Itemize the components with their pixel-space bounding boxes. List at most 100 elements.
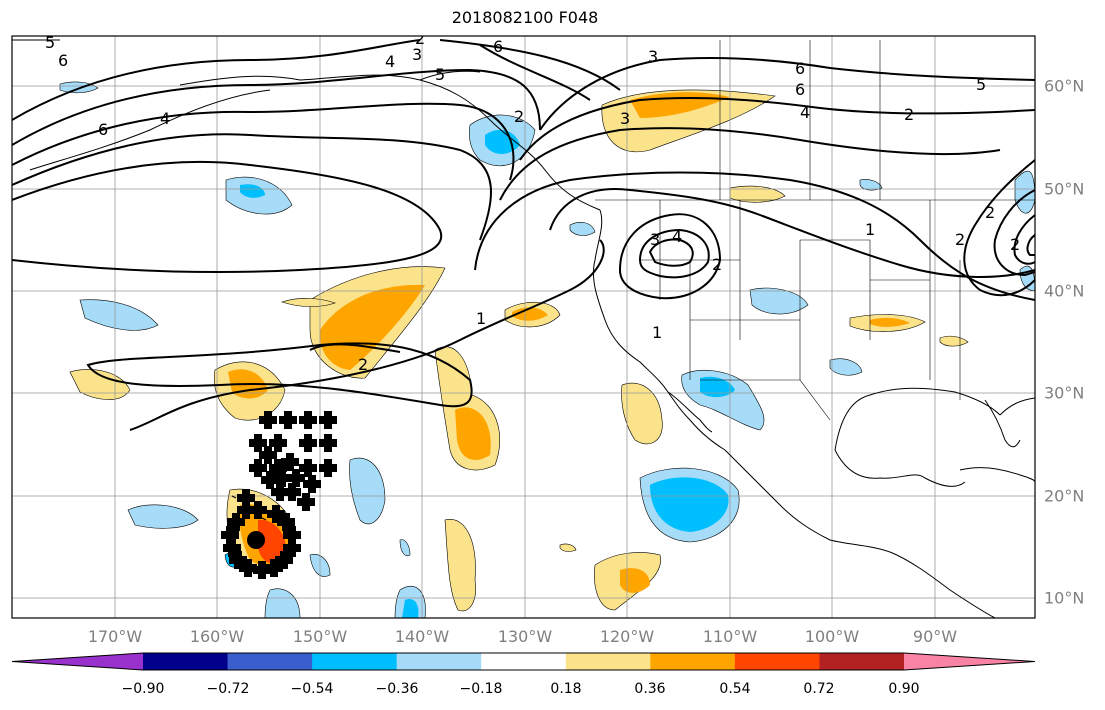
plus-marker	[275, 551, 293, 569]
colorbar-tick-label: −0.18	[459, 681, 503, 697]
contour-label: 6	[795, 80, 805, 99]
plus-marker	[319, 459, 337, 477]
figure-title: 2018082100 F048	[451, 8, 599, 27]
plus-marker	[277, 513, 295, 531]
lat-label: 10°N	[1044, 588, 1085, 608]
lon-label: 100°W	[804, 627, 860, 646]
colorbar-tick-label: 0.54	[719, 681, 751, 697]
colorbar-segment	[819, 653, 905, 670]
contour-label: 3	[412, 45, 422, 64]
plus-marker	[287, 469, 305, 487]
map-frame	[11, 35, 1036, 619]
contour-lines	[12, 39, 1035, 431]
plus-marker	[269, 459, 287, 477]
contour-label: 5	[976, 75, 986, 94]
plus-marker	[279, 411, 297, 429]
plus-marker	[319, 434, 337, 452]
lon-label: 160°W	[189, 627, 245, 646]
plus-marker	[281, 453, 299, 471]
contour-label: 2	[1010, 235, 1020, 254]
plus-marker	[303, 475, 321, 493]
contour-label: 2	[514, 107, 524, 126]
lat-label: 30°N	[1044, 383, 1085, 403]
plus-marker	[253, 561, 271, 579]
storm-center-dot	[247, 531, 265, 549]
contour-label: 2	[415, 29, 425, 48]
plus-marker	[261, 471, 279, 489]
plus-marker	[259, 446, 277, 464]
contour-label: 6	[58, 51, 68, 70]
plus-marker	[239, 559, 257, 577]
lat-label: 60°N	[1044, 76, 1085, 96]
plus-marker	[227, 513, 245, 531]
contour-label: 6	[493, 37, 503, 56]
colorbar-segment	[650, 653, 736, 670]
colorbar-tick-label: −0.90	[121, 681, 165, 697]
colorbar-extend-min	[12, 653, 143, 670]
plus-marker	[299, 459, 317, 477]
plus-marker	[223, 539, 241, 557]
plus-marker	[299, 411, 317, 429]
colorbar	[11, 652, 1036, 671]
lon-label: 140°W	[394, 627, 450, 646]
track-markers	[221, 411, 337, 579]
colorbar-segment	[143, 653, 229, 670]
plus-marker	[283, 539, 301, 557]
contour-label: 6	[795, 59, 805, 78]
contour-labels: 5 6 6 4 6 4 3 2 5 6 3 6 4 5 2 3 2 1 4 1	[45, 29, 1020, 374]
lon-label: 90°W	[912, 627, 958, 646]
colorbar-tick-label: 0.18	[550, 681, 582, 697]
contour-label: 2	[712, 255, 722, 274]
plus-marker	[271, 483, 289, 501]
plus-marker	[269, 434, 287, 452]
plus-marker	[319, 411, 337, 429]
contour-label: 3	[648, 47, 658, 66]
plus-marker	[265, 559, 283, 577]
contour-label: 2	[904, 105, 914, 124]
plus-marker	[259, 411, 277, 429]
lon-label: 130°W	[497, 627, 553, 646]
plus-marker	[273, 469, 291, 487]
colorbar-segment	[227, 653, 313, 670]
plus-marker	[283, 483, 301, 501]
plus-marker	[267, 505, 285, 523]
colorbar-outline	[11, 652, 1036, 671]
plus-marker	[299, 434, 317, 452]
plus-marker	[237, 489, 255, 507]
plus-marker	[221, 526, 239, 544]
colorbar-tick-label: −0.54	[290, 681, 334, 697]
contour-label: 2	[955, 230, 965, 249]
map-plot-area: 5 6 6 4 6 4 3 2 5 6 3 6 4 5 2 3 2 1 4 1	[12, 29, 1035, 618]
plus-marker	[297, 493, 315, 511]
contour-label: 4	[800, 103, 810, 122]
lon-label: 120°W	[599, 627, 655, 646]
colorbar-segment	[565, 653, 651, 670]
colorbar-tick-label: 0.90	[888, 681, 920, 697]
colorbar-segment	[396, 653, 482, 670]
contour-label: 5	[435, 65, 445, 84]
contour-label: 1	[476, 309, 486, 328]
lon-label: 110°W	[702, 627, 758, 646]
colorbar-tick-label: −0.36	[375, 681, 419, 697]
contour-label: 2	[985, 203, 995, 222]
contour-label: 4	[160, 109, 170, 128]
contour-label: 3	[650, 230, 660, 249]
plus-marker	[237, 501, 255, 519]
contour-label: 1	[652, 323, 662, 342]
plus-marker	[229, 551, 247, 569]
shaded-anomaly-fields	[59, 81, 1035, 618]
contour-label: 6	[98, 120, 108, 139]
lon-label: 150°W	[292, 627, 348, 646]
contour-label: 5	[45, 33, 55, 52]
contour-label: 4	[385, 52, 395, 71]
plus-marker	[249, 501, 267, 519]
lat-label: 40°N	[1044, 281, 1085, 301]
plus-marker	[249, 434, 267, 452]
colorbar-tick-label: 0.36	[634, 681, 666, 697]
contour-label: 4	[672, 227, 682, 246]
lat-label: 50°N	[1044, 179, 1085, 199]
colorbar-tick-label: −0.72	[206, 681, 250, 697]
colorbar-tick-label: 0.72	[803, 681, 835, 697]
